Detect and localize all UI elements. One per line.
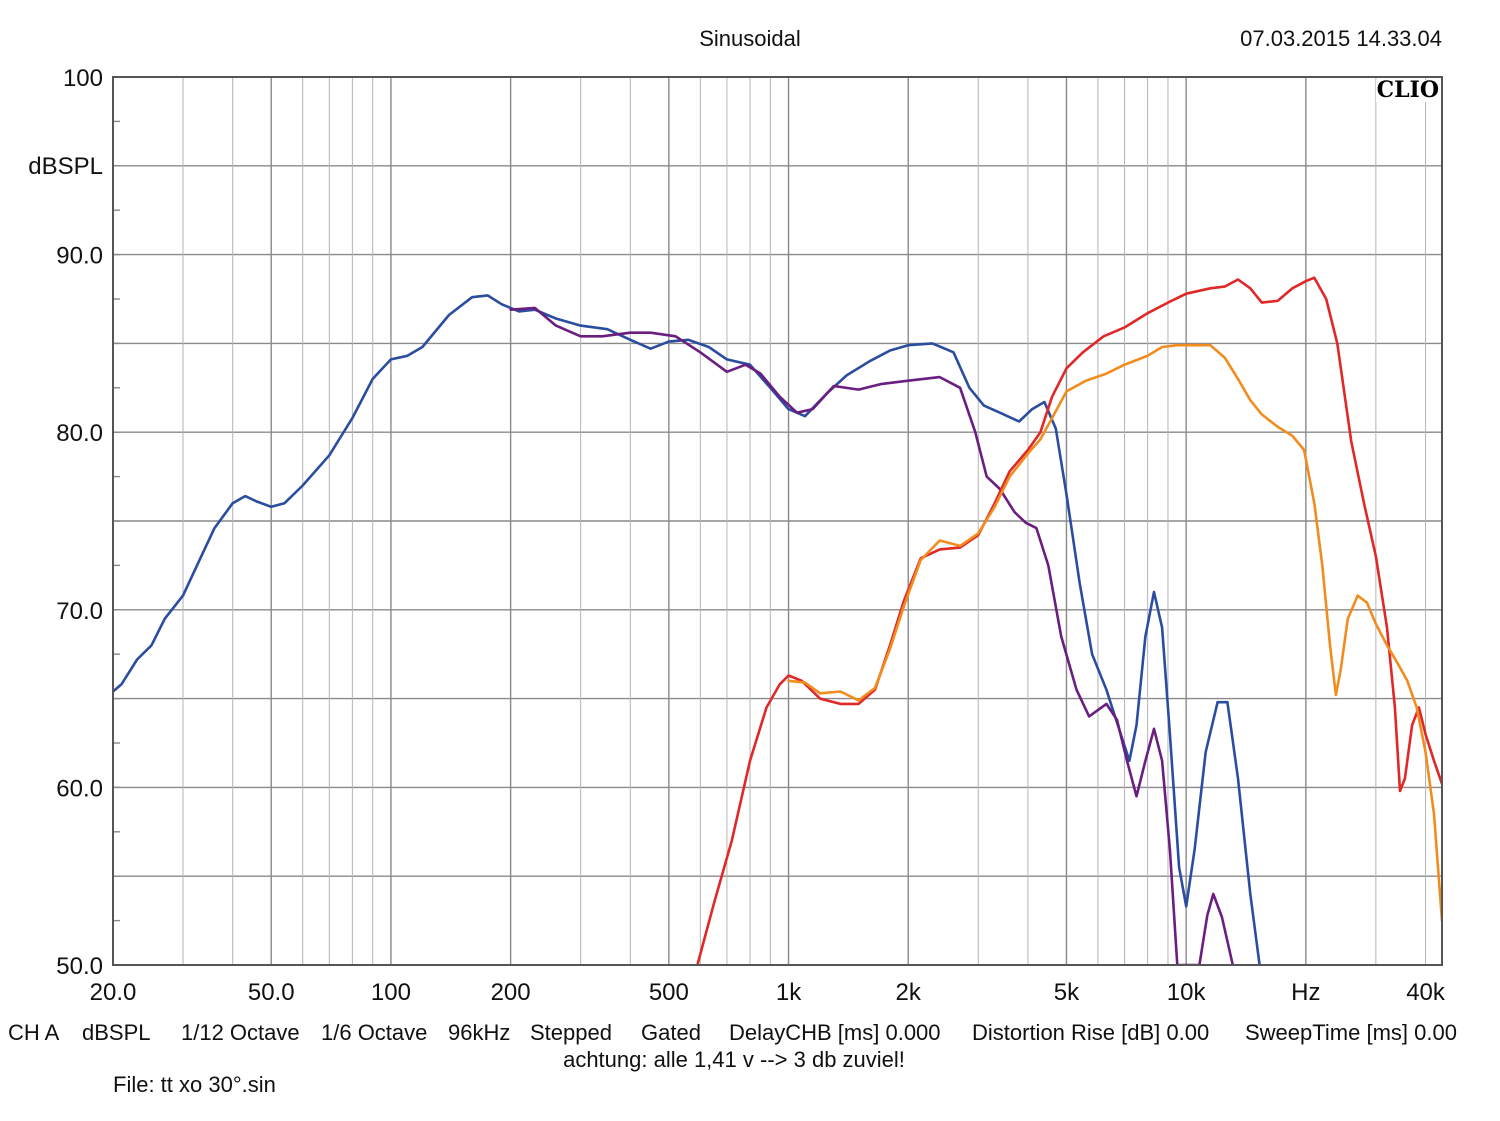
setting-item: dBSPL — [82, 1020, 151, 1045]
x-tick-label: Hz — [1291, 979, 1320, 1006]
setting-item: CH A — [8, 1020, 60, 1045]
x-tick-label: 5k — [1054, 979, 1080, 1006]
x-tick-label: 100 — [371, 979, 411, 1006]
clio-logo: CLIO — [1377, 77, 1439, 103]
setting-item: Distortion Rise [dB] 0.00 — [972, 1020, 1209, 1045]
x-tick-label: 40k — [1406, 979, 1446, 1006]
y-tick-label: 100 — [63, 65, 103, 92]
x-tick-label: 20.0 — [90, 979, 137, 1006]
y-tick-label: 70.0 — [56, 598, 103, 625]
x-axis-ticks: 20.0 50.0 100 200 500 1k 2k 5k 10k Hz 40k — [90, 979, 1446, 1006]
y-axis-ticks: 100 90.0 80.0 70.0 60.0 50.0 — [56, 65, 103, 980]
x-tick-label: 2k — [896, 979, 922, 1006]
settings-bar: CH A dBSPL 1/12 Octave 1/6 Octave 96kHz Stepp… — [8, 1020, 1457, 1045]
setting-item: SweepTime [ms] 0.00 — [1245, 1020, 1457, 1045]
setting-item: Gated — [641, 1020, 701, 1045]
setting-item: Stepped — [530, 1020, 612, 1045]
setting-item: 1/6 Octave — [321, 1020, 427, 1045]
y-tick-label: 80.0 — [56, 420, 103, 447]
plot-frame — [112, 76, 1443, 966]
y-axis-label: dBSPL — [28, 153, 103, 180]
series-line-2 — [509, 306, 1235, 965]
measurement-note: achtung: alle 1,41 v --> 3 db zuviel! — [563, 1047, 905, 1072]
timestamp: 07.03.2015 14.33.04 — [1240, 26, 1442, 51]
x-tick-label: 1k — [776, 979, 802, 1006]
plot-area — [113, 276, 1442, 965]
file-name: File: tt xo 30°.sin — [113, 1072, 276, 1097]
setting-item: 96kHz — [448, 1020, 510, 1045]
x-tick-label: 200 — [491, 979, 531, 1006]
series-line-3 — [696, 276, 1442, 965]
y-tick-label: 90.0 — [56, 243, 103, 270]
grid — [113, 76, 1442, 966]
chart-title: Sinusoidal — [699, 26, 801, 51]
y-tick-label: 50.0 — [56, 953, 103, 980]
x-tick-label: 50.0 — [248, 979, 295, 1006]
x-tick-label: 500 — [649, 979, 689, 1006]
x-tick-label: 10k — [1167, 979, 1207, 1006]
setting-item: 1/12 Octave — [181, 1020, 300, 1045]
y-tick-label: 60.0 — [56, 775, 103, 802]
logo-background — [1376, 80, 1440, 102]
series-line-1 — [113, 294, 1261, 965]
setting-item: DelayCHB [ms] 0.000 — [729, 1020, 941, 1045]
series-line-4 — [787, 343, 1442, 922]
